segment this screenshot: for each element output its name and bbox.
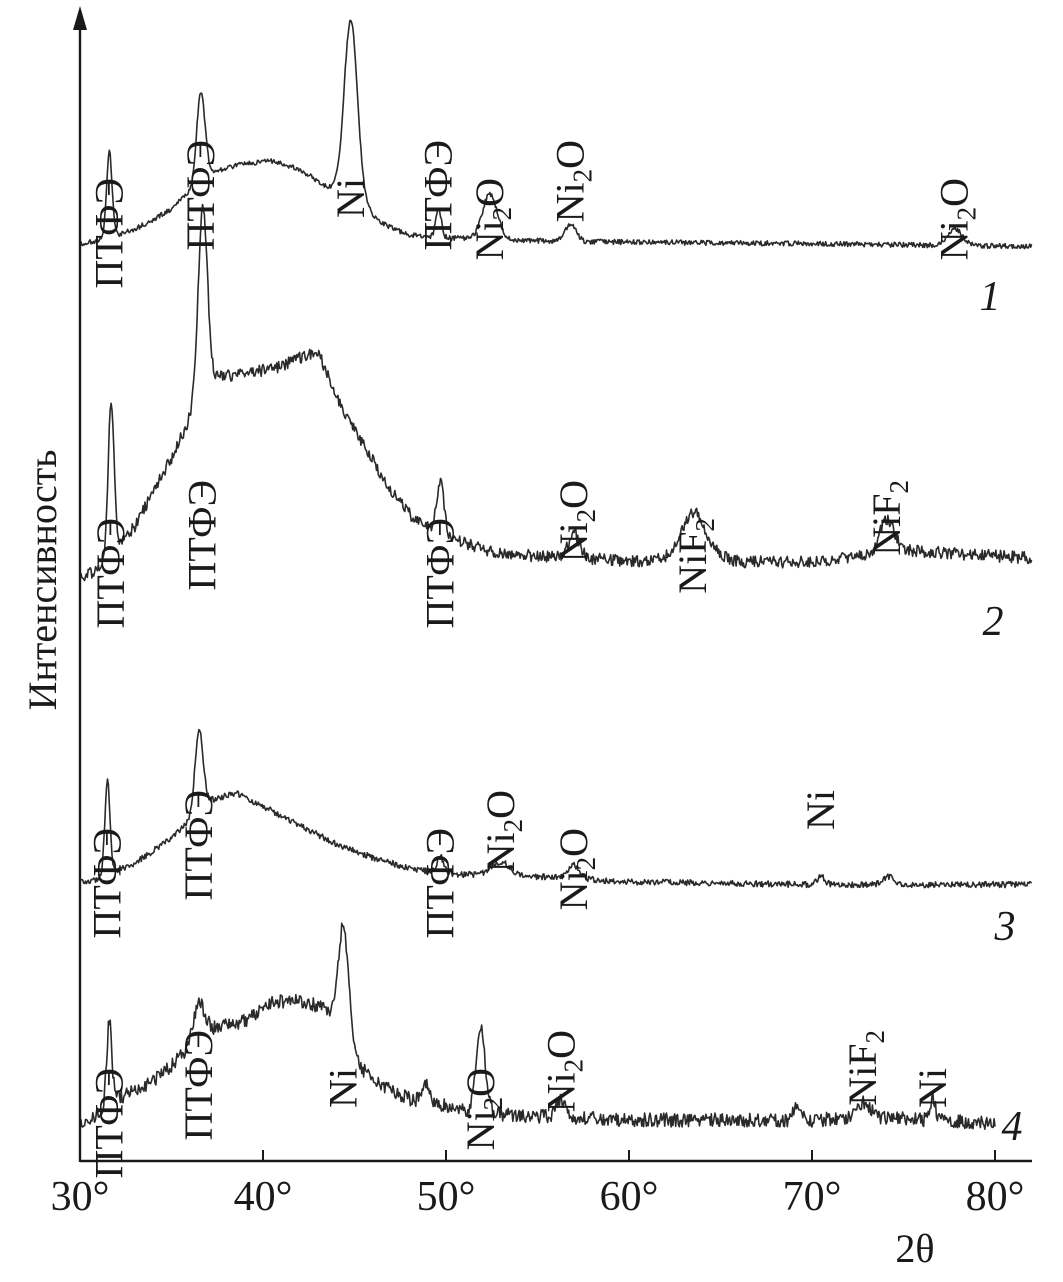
x-tick-label-60: 60° [600, 1174, 659, 1220]
x-tick-label-40: 40° [234, 1174, 293, 1220]
x-ticks-layer: 30° 40° 50° 60° 70° 80° [51, 1150, 1025, 1220]
peak-label-4-4: Ni2​O [458, 1068, 508, 1150]
peak-label-1-1: ПТФЭ [178, 140, 223, 250]
curve-number-2: 2 [983, 599, 1004, 645]
peak-label-2-5: NiF2​ [864, 480, 914, 556]
peak-label-4-5: Ni2​O [538, 1030, 588, 1112]
peak-label-2-2: ПТФЭ [418, 518, 463, 628]
axes-layer: Интенсивность 2θ [20, 6, 1032, 1271]
x-tick-label-80: 80° [966, 1174, 1025, 1220]
peak-labels-layer: 1ПТФЭПТФЭNiПТФЭNi2​ONi2​ONi2​O2ПТФЭПТФЭП… [85, 140, 1023, 1178]
peak-label-3-2: ПТФЭ [418, 828, 463, 938]
series-line-4 [80, 922, 996, 1130]
peak-label-1-6: Ni2​O [932, 178, 982, 260]
peak-label-1-5: Ni2​O [547, 140, 597, 222]
series-line-1 [80, 19, 1033, 250]
y-axis-title: Интенсивность [20, 450, 65, 711]
peak-label-4-1: ПТФЭ [176, 1030, 221, 1140]
peak-label-3-3: Ni2​O [478, 790, 528, 872]
peak-label-1-3: ПТФЭ [416, 140, 461, 250]
peak-label-4-7: NiF2​ [840, 1030, 890, 1106]
peak-label-3-4: Ni2​O [551, 828, 601, 910]
peak-label-3-1: ПТФЭ [176, 790, 221, 900]
peak-label-4-8: Ni [910, 1068, 955, 1108]
y-axis-arrow [73, 6, 87, 30]
peak-label-2-3: Ni2​O [551, 480, 601, 562]
peak-label-1-0: ПТФЭ [86, 178, 131, 288]
curve-number-4: 4 [1002, 1104, 1023, 1150]
traces-layer [80, 19, 1033, 1130]
peak-label-3-5: Ni [798, 790, 843, 830]
x-tick-label-70: 70° [783, 1174, 842, 1220]
curve-number-3: 3 [994, 904, 1016, 950]
peak-label-2-1: ПТФЭ [180, 480, 225, 590]
peak-label-2-4: NiF2​ [670, 518, 720, 594]
x-tick-label-50: 50° [417, 1174, 476, 1220]
x-tick-label-30: 30° [51, 1174, 110, 1220]
peak-label-1-4: Ni2​O [467, 178, 517, 260]
peak-label-2-0: ПТФЭ [88, 518, 133, 628]
series-line-2 [80, 203, 1033, 582]
peak-label-4-2: Ni [321, 1068, 366, 1108]
peak-label-1-2: Ni [328, 178, 373, 218]
curve-number-1: 1 [980, 274, 1001, 320]
series-line-3 [80, 728, 1033, 889]
x-axis-title: 2θ [895, 1226, 934, 1271]
peak-label-3-0: ПТФЭ [85, 828, 130, 938]
